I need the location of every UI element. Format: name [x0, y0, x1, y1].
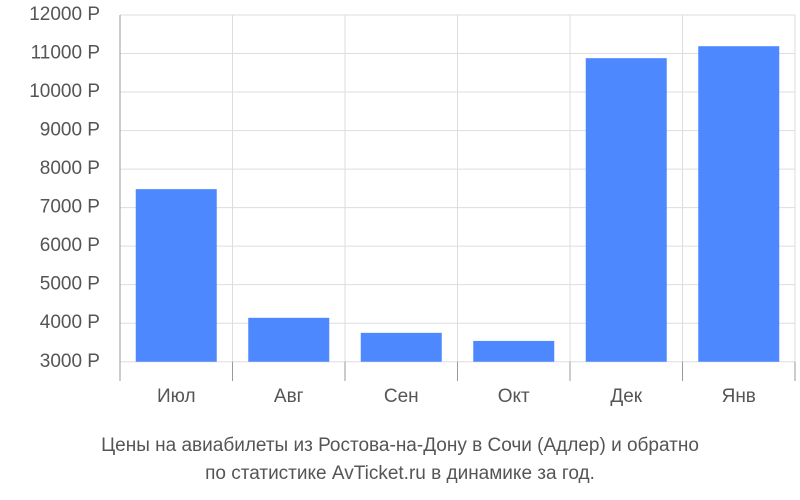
y-tick-label: 4000 Р — [40, 312, 100, 333]
chart-title: по статистике AvTicket.ru в динамике за … — [205, 463, 595, 484]
y-tick-label: 10000 Р — [29, 81, 100, 102]
x-tick-label: Сен — [384, 386, 419, 407]
y-tick-label: 6000 Р — [40, 235, 100, 256]
y-tick-label: 9000 Р — [40, 120, 100, 141]
y-tick-label: 12000 Р — [29, 4, 100, 25]
bar — [585, 58, 667, 362]
y-tick-label: 7000 Р — [40, 197, 100, 218]
bar — [698, 46, 780, 362]
y-tick-label: 11000 Р — [31, 43, 100, 64]
bar — [135, 189, 217, 362]
bar — [360, 332, 442, 362]
x-tick-label: Авг — [274, 386, 304, 407]
chart-title: Цены на авиабилеты из Ростова-на-Дону в … — [101, 435, 699, 456]
bar — [473, 340, 555, 362]
bar — [248, 317, 330, 362]
y-tick-label: 5000 Р — [40, 274, 100, 295]
y-tick-label: 3000 Р — [40, 351, 100, 372]
x-tick-label: Июл — [157, 386, 196, 407]
x-tick-label: Дек — [610, 386, 642, 407]
y-tick-label: 8000 Р — [40, 158, 100, 179]
x-tick-label: Окт — [498, 386, 530, 407]
x-tick-label: Янв — [722, 386, 756, 407]
